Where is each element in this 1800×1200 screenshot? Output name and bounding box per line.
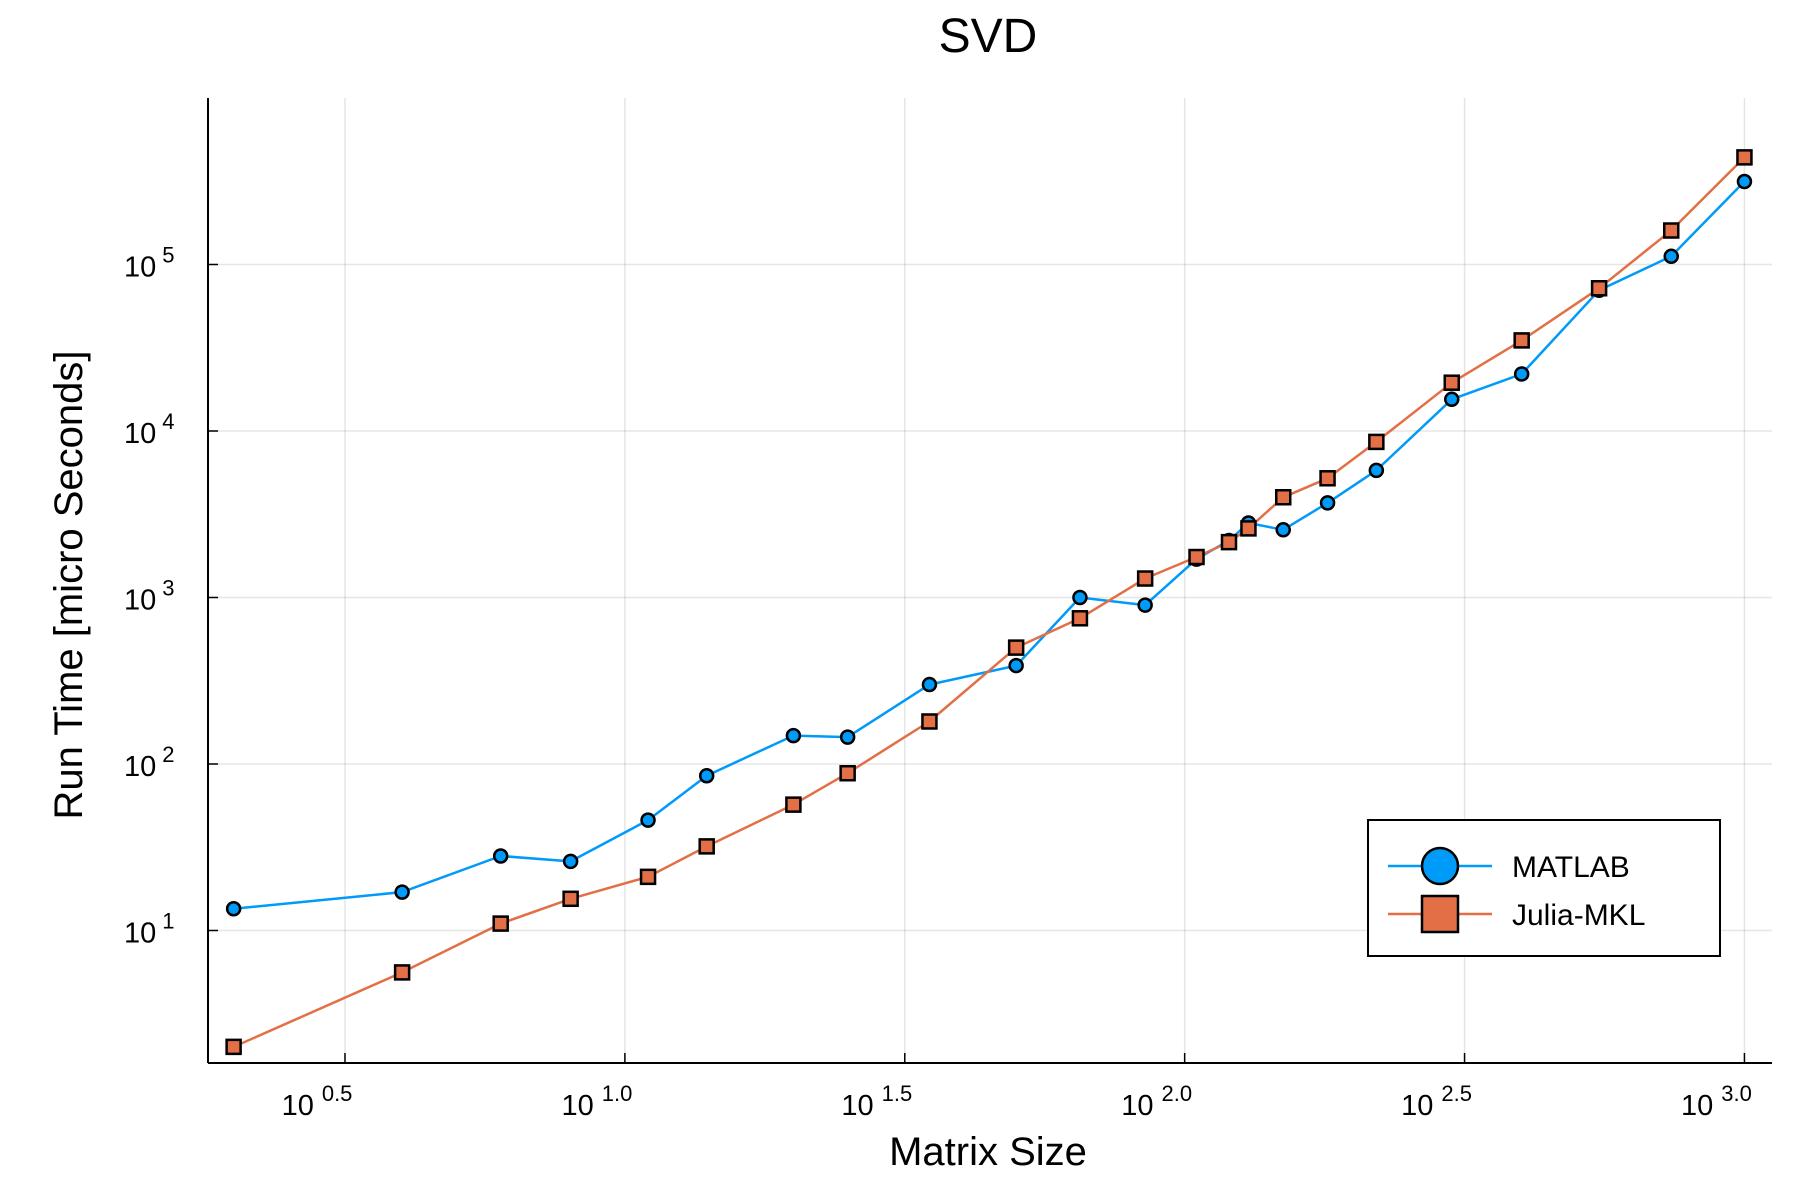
data-point-matlab bbox=[562, 853, 579, 870]
x-tick-label: 10 1.5 bbox=[841, 1081, 912, 1122]
legend-item-julia-mkl: Julia-MKL bbox=[1388, 894, 1645, 934]
data-point-julia-mkl bbox=[785, 796, 802, 813]
data-point-julia-mkl bbox=[839, 764, 856, 782]
series-layer bbox=[225, 149, 1753, 1056]
data-point-julia-mkl bbox=[1736, 149, 1753, 166]
data-point-julia-mkl bbox=[639, 868, 657, 886]
data-point-julia-mkl bbox=[1368, 433, 1385, 451]
data-point-julia-mkl bbox=[225, 1038, 242, 1056]
data-point-matlab bbox=[1444, 391, 1460, 408]
data-point-matlab bbox=[492, 848, 509, 864]
legend-label: Julia-MKL bbox=[1512, 899, 1645, 932]
data-point-matlab bbox=[1736, 173, 1753, 190]
data-point-julia-mkl bbox=[1220, 533, 1238, 551]
data-point-matlab bbox=[1275, 522, 1291, 538]
data-point-matlab bbox=[698, 767, 715, 784]
x-tick-label: 10 2.5 bbox=[1401, 1081, 1472, 1122]
data-point-julia-mkl bbox=[1240, 520, 1257, 537]
data-point-matlab bbox=[1008, 657, 1024, 674]
y-axis-title: Run Time [micro Seconds] bbox=[47, 350, 91, 819]
legend-marker-square bbox=[1420, 894, 1460, 934]
data-point-julia-mkl bbox=[562, 890, 579, 908]
y-tick-label: 10 5 bbox=[124, 242, 175, 283]
data-point-julia-mkl bbox=[492, 915, 509, 932]
data-point-matlab bbox=[225, 901, 242, 917]
data-point-matlab bbox=[640, 812, 656, 828]
x-tick-label: 10 2.0 bbox=[1121, 1081, 1192, 1122]
data-point-matlab bbox=[1663, 248, 1679, 265]
data-point-julia-mkl bbox=[1136, 570, 1154, 587]
data-point-matlab bbox=[1368, 462, 1385, 479]
data-point-matlab bbox=[839, 729, 856, 745]
data-point-julia-mkl bbox=[1274, 489, 1292, 506]
y-tick-label: 10 4 bbox=[124, 409, 175, 450]
x-axis-title: Matrix Size bbox=[889, 1130, 1087, 1174]
data-point-matlab bbox=[1072, 589, 1088, 606]
data-point-julia-mkl bbox=[393, 964, 411, 981]
data-point-julia-mkl bbox=[1443, 374, 1461, 391]
x-tick-label: 10 1.0 bbox=[561, 1081, 632, 1122]
tick-labels: 10 0.5 10 1.0 10 1.5 10 2.0 10 2.5 10 3.0 10 1 10 2 10 3 1… bbox=[124, 242, 1752, 1122]
data-point-julia-mkl bbox=[1590, 280, 1608, 297]
data-point-julia-mkl bbox=[1007, 639, 1025, 656]
data-point-matlab bbox=[1137, 597, 1153, 613]
legend-marker-circle bbox=[1420, 846, 1460, 886]
y-tick-label: 10 3 bbox=[124, 575, 175, 616]
data-point-julia-mkl bbox=[1071, 610, 1089, 627]
data-point-julia-mkl bbox=[921, 713, 938, 730]
data-point-julia-mkl bbox=[1188, 548, 1205, 566]
grid-layer bbox=[208, 98, 1772, 1063]
legend-item-matlab: MATLAB bbox=[1388, 846, 1630, 886]
legend: MATLAB Julia-MKL bbox=[1367, 819, 1721, 957]
data-point-matlab bbox=[394, 884, 410, 900]
data-point-julia-mkl bbox=[698, 838, 715, 855]
data-point-matlab bbox=[1513, 366, 1530, 382]
data-point-matlab bbox=[1319, 495, 1336, 511]
data-point-matlab bbox=[921, 676, 938, 693]
x-tick-label: 10 3.0 bbox=[1681, 1081, 1752, 1122]
y-tick-label: 10 1 bbox=[124, 908, 175, 949]
legend-label: MATLAB bbox=[1512, 851, 1630, 884]
data-point-julia-mkl bbox=[1513, 332, 1530, 349]
chart-title: SVD bbox=[939, 10, 1038, 63]
data-point-matlab bbox=[785, 727, 802, 744]
data-point-julia-mkl bbox=[1662, 222, 1680, 239]
data-point-julia-mkl bbox=[1319, 470, 1336, 487]
x-tick-label: 10 0.5 bbox=[282, 1081, 353, 1122]
legend-box bbox=[1367, 819, 1721, 957]
axes bbox=[207, 98, 1772, 1064]
y-tick-label: 10 2 bbox=[124, 742, 175, 783]
